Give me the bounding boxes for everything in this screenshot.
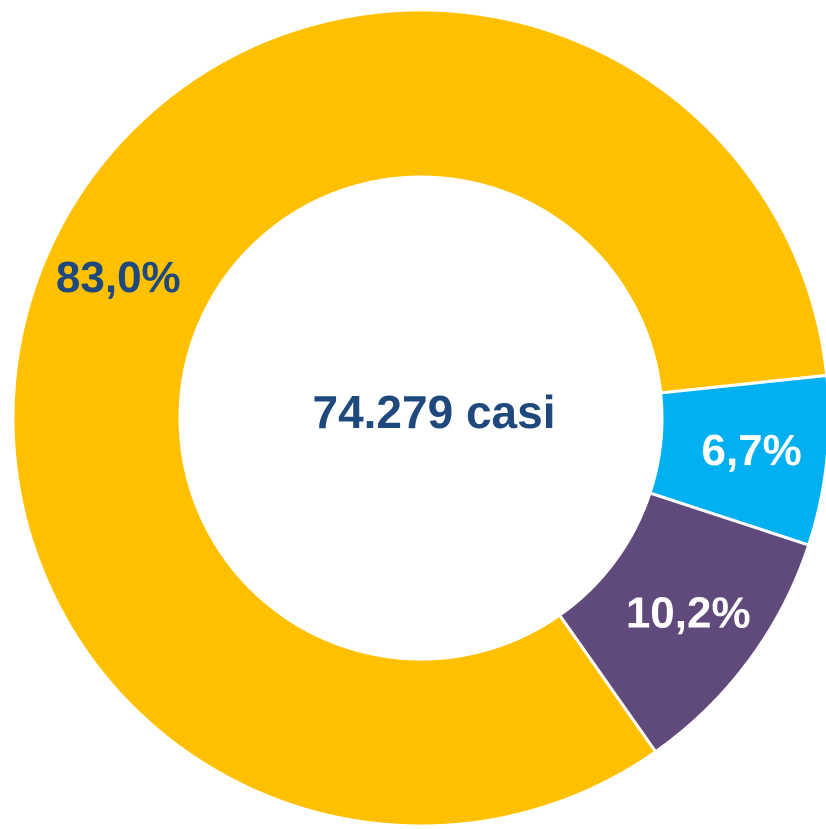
center-label: 74.279 casi xyxy=(312,386,555,438)
donut-segment xyxy=(11,8,826,828)
data-label: 83,0% xyxy=(56,253,181,302)
data-label: 6,7% xyxy=(701,426,801,475)
data-label: 10,2% xyxy=(626,589,751,638)
